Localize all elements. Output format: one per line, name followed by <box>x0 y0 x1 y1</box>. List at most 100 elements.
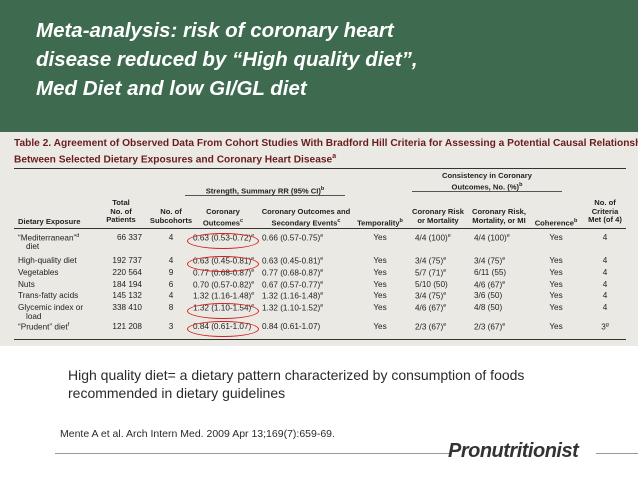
table-header-rule <box>14 228 626 229</box>
row-6-temp: Yes <box>350 322 410 331</box>
row-6-total: 121 208 <box>100 322 142 331</box>
row-2-sub-text: 9 <box>168 268 174 277</box>
row-3-exposure-text: Nuts <box>18 280 35 289</box>
row-2-rr-text: 0.77 (0.68-0.87) <box>193 268 252 278</box>
row-4-rr: 1.32 (1.16-1.48)e <box>193 291 263 301</box>
row-6-coh-text: Yes <box>549 322 563 331</box>
row-1-rr2: 0.63 (0.45-0.81)e <box>262 256 350 266</box>
row-6-riskmi-text: 2/3 (67) <box>474 322 503 332</box>
row-0-temp: Yes <box>350 233 410 242</box>
citation-text: Mente A et al. Arch Intern Med. 2009 Apr… <box>60 428 335 440</box>
row-5-sub: 8 <box>146 303 196 312</box>
row-1-rr2-sup: e <box>320 256 324 262</box>
row-0-total: 66 337 <box>100 233 142 242</box>
row-0-crit-text: 4 <box>602 233 608 242</box>
title-line-2: disease reduced by “High quality diet”, <box>36 48 418 71</box>
row-1-coh-text: Yes <box>549 256 563 265</box>
row-2-riskmi-text: 6/11 (55) <box>474 268 507 277</box>
row-5-exposure-text: Glycemic index or <box>18 303 84 312</box>
row-3-risk: 5/10 (50) <box>415 280 471 289</box>
row-3-rr2-text: 0.67 (0.57-0.77) <box>262 280 321 290</box>
highlight-ellipse-high-quality <box>187 256 259 272</box>
row-0-rr2-sup: e <box>320 233 324 239</box>
col-criteria-line-1: No. of <box>594 198 616 207</box>
row-5-crit: 4 <box>582 303 628 312</box>
row-1-coh: Yes <box>530 256 582 265</box>
row-4-rr-sup: e <box>251 291 255 297</box>
title-line-1: Meta-analysis: risk of coronary heart <box>36 19 394 42</box>
row-2-rr-sup: e <box>251 268 255 274</box>
row-5-coh-text: Yes <box>549 303 563 312</box>
table-caption-line-2-text: Between Selected Dietary Exposures and C… <box>14 154 333 166</box>
row-1-temp: Yes <box>350 256 410 265</box>
col-coronary-outcomes: Coronary Outcomesc <box>192 207 254 228</box>
row-0-exposure-text: “Mediterranean” <box>18 233 77 243</box>
row-0-sub-text: 4 <box>168 233 174 242</box>
row-2-riskmi: 6/11 (55) <box>474 268 530 277</box>
row-5-temp: Yes <box>350 303 410 312</box>
table-image: Table 2. Agreement of Observed Data From… <box>0 132 638 346</box>
col-coherence: Coherenceb <box>530 217 582 228</box>
row-2-coh-text: Yes <box>549 268 563 277</box>
col-criteria-line-3: Met (of 4) <box>588 215 622 225</box>
col-risk-line-2: or Mortality <box>417 215 459 225</box>
row-4-riskmi: 3/6 (50) <box>474 291 530 300</box>
table-caption-line-2: Between Selected Dietary Exposures and C… <box>14 150 614 166</box>
row-4-coh-text: Yes <box>549 291 563 300</box>
row-4-crit-text: 4 <box>602 291 608 300</box>
row-0-coh: Yes <box>530 233 582 242</box>
row-6-risk: 2/3 (67)e <box>415 322 471 332</box>
row-1-risk: 3/4 (75)e <box>415 256 471 266</box>
definition-text: High quality diet= a dietary pattern cha… <box>68 367 525 401</box>
row-2-rr: 0.77 (0.68-0.87)e <box>193 268 263 278</box>
table-caption-sup: a <box>332 153 337 160</box>
row-6-crit: 3g <box>582 322 628 332</box>
row-0-risk-sup: e <box>447 233 451 239</box>
slide-title: Meta-analysis: risk of coronary heart di… <box>36 16 626 103</box>
header-strength: Strength, Summary RR (95% CI)b <box>185 185 345 196</box>
table-top-rule <box>14 168 626 169</box>
highlight-ellipse-mediterranean <box>187 233 259 249</box>
row-3-temp: Yes <box>350 280 410 289</box>
row-1-exposure: High-quality diet <box>18 256 77 265</box>
row-6-rr2: 0.84 (0.61-1.07) <box>262 322 350 331</box>
col-subcohorts: No. of Subcohorts <box>146 207 196 225</box>
row-0-exposure: “Mediterranean”d <box>18 233 79 243</box>
row-6-risk-text: 2/3 (67) <box>415 322 444 332</box>
row-6-crit-text: 3 <box>601 322 606 332</box>
row-1-crit: 4 <box>582 256 628 265</box>
row-0-riskmi: 4/4 (100)e <box>474 233 530 243</box>
row-1-total-text: 192 737 <box>112 256 142 265</box>
row-4-sub-text: 4 <box>168 291 174 300</box>
row-3-riskmi-sup: e <box>502 280 506 286</box>
row-2-risk: 5/7 (71)e <box>415 268 471 278</box>
footer-divider-right <box>596 453 638 454</box>
header-strength-text: Strength, Summary RR (95% CI) <box>205 186 321 196</box>
row-1-riskmi: 3/4 (75)e <box>474 256 530 266</box>
row-1-rr2-text: 0.63 (0.45-0.81) <box>262 256 321 266</box>
col-coronary-risk: Coronary Risk or Mortality <box>408 207 468 225</box>
row-0-total-text: 66 337 <box>116 233 142 242</box>
row-3-total-text: 184 194 <box>112 280 142 289</box>
row-2-sub: 9 <box>146 268 196 277</box>
row-6-temp-text: Yes <box>373 322 387 331</box>
row-6-exposure-text: “Prudent” diet <box>18 322 68 332</box>
row-3-sub-text: 6 <box>168 280 174 289</box>
col-coronary-risk-mi: Coronary Risk, Mortality, or MI <box>465 207 533 225</box>
row-3-crit: 4 <box>582 280 628 289</box>
row-5-coh: Yes <box>530 303 582 312</box>
row-6-crit-sup: g <box>605 322 609 328</box>
row-0-exposure-sup: d <box>76 233 80 239</box>
row-2-total: 220 564 <box>100 268 142 277</box>
row-3-rr-text: 0.70 (0.57-0.82) <box>193 280 252 290</box>
col-secondary-line-1: Coronary Outcomes and <box>261 207 351 216</box>
row-5-rr2-sup: e <box>320 303 324 309</box>
row-1-total: 192 737 <box>100 256 142 265</box>
row-3-risk-text: 5/10 (50) <box>415 280 448 289</box>
row-0-temp-text: Yes <box>373 233 387 242</box>
row-0-riskmi-sup: e <box>506 233 510 239</box>
row-3-riskmi: 4/6 (67)e <box>474 280 530 290</box>
row-4-rr-text: 1.32 (1.16-1.48) <box>193 291 252 301</box>
row-1-sub-text: 4 <box>168 256 174 265</box>
